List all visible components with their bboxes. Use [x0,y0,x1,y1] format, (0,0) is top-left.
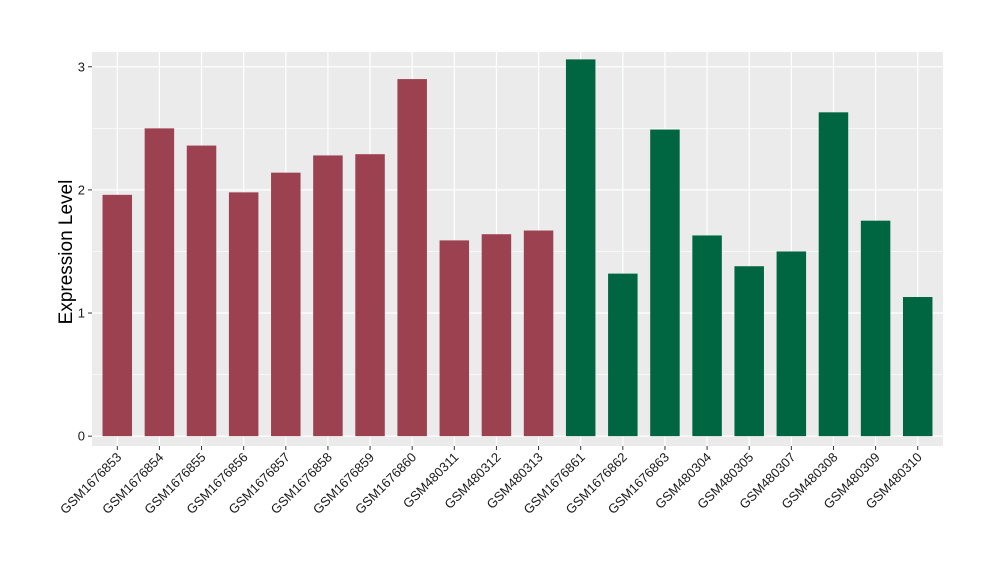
bar-GSM480311 [439,240,470,437]
y-tick-label: 3 [78,59,85,74]
plot-panel [92,52,943,446]
bar-GSM1676855 [186,145,217,437]
bar-GSM480309 [860,220,891,437]
y-axis: 0 1 2 3 [78,59,92,444]
y-axis-title: Expression Level [56,180,77,325]
bars [102,59,933,437]
bar-GSM1676857 [271,172,301,437]
bar-GSM1676859 [355,154,385,437]
bar-GSM480313 [523,230,554,437]
bar-GSM1676856 [228,192,259,437]
bar-GSM480304 [692,235,722,437]
bar-GSM1676854 [144,128,175,437]
bar-GSM1676863 [650,129,680,437]
y-tick-label: 1 [78,306,85,321]
bar-GSM480310 [902,297,933,437]
x-axis: GSM1676853GSM1676854GSM1676855GSM1676856… [57,446,925,517]
bar-GSM1676860 [397,79,427,437]
bar-GSM480308 [818,112,849,437]
bar-GSM1676861 [565,59,596,437]
bar-GSM1676853 [102,194,133,437]
bar-GSM480305 [734,266,764,437]
bar-GSM480307 [776,251,807,437]
bar-GSM1676858 [313,155,343,437]
y-tick-label: 0 [78,429,85,444]
bar-GSM1676862 [608,273,638,437]
bar-GSM480312 [481,234,512,437]
y-tick-label: 2 [78,182,85,197]
